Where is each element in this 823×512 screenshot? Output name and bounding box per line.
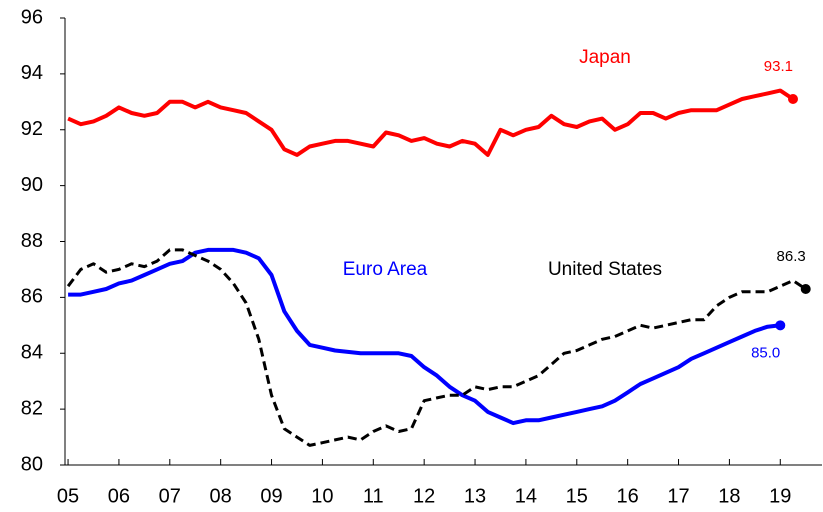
y-tick-label: 96 [21,6,43,28]
series-name: Euro Area [343,259,428,280]
x-tick-label: 05 [57,485,79,507]
x-tick-label: 19 [769,485,791,507]
series-name: United States [548,259,662,280]
x-tick-label: 11 [363,485,384,507]
series-name: Japan [579,47,631,68]
end-label: 86.3 [777,248,806,265]
y-tick-label: 92 [21,118,43,140]
x-tick-label: 09 [260,485,282,507]
x-tick-label: 10 [311,485,333,507]
y-tick-label: 94 [21,62,43,84]
x-tick-label: 12 [413,485,435,507]
end-point [775,320,786,331]
y-tick-label: 84 [21,342,43,364]
x-tick-label: 06 [108,485,130,507]
series-line [66,248,807,447]
x-tick-label: 15 [566,485,588,507]
y-tick-label: 86 [21,286,43,308]
series-line [68,247,781,426]
x-tick-label: 08 [210,485,232,507]
y-tick-label: 82 [21,397,43,419]
end-label: 93.1 [764,58,793,75]
x-tick-label: 14 [515,485,537,507]
end-point [788,94,799,105]
x-tick-label: 17 [667,485,689,507]
x-tick-label: 13 [464,485,486,507]
y-tick-label: 90 [21,174,43,196]
x-tick-label: 16 [617,485,639,507]
x-tick-label: 07 [159,485,181,507]
end-label: 85.0 [751,344,780,361]
series-line [67,88,795,157]
end-point [800,283,811,294]
y-tick-label: 80 [21,453,43,475]
y-tick-label: 88 [21,230,43,252]
x-tick-label: 18 [718,485,740,507]
